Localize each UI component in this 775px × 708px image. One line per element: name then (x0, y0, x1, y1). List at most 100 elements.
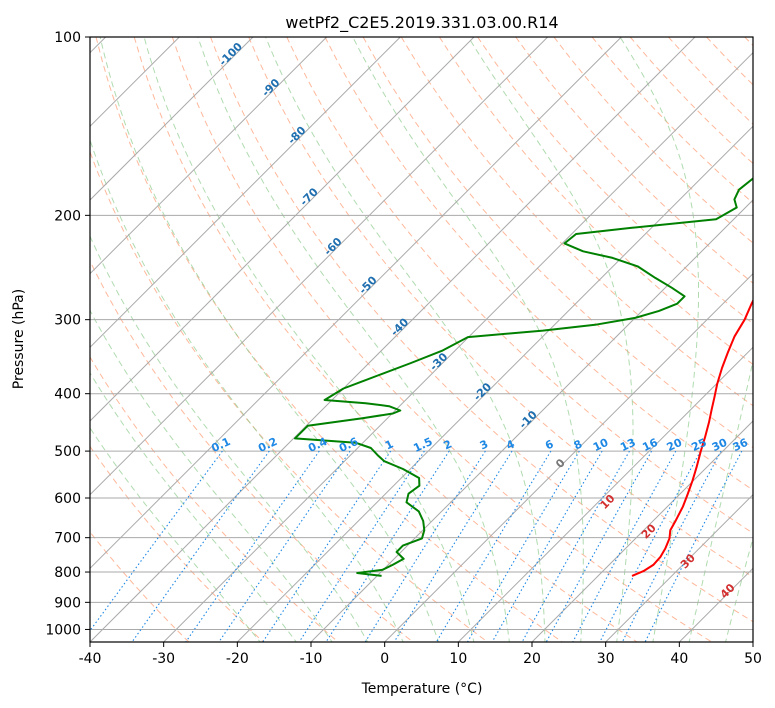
y-axis-ticks: 100 200 300 400 500 600 700 800 900 1000 (45, 30, 90, 638)
mixing-ratio-line (521, 450, 630, 642)
x-tick-label: 30 (597, 651, 615, 667)
plot-area: -100-90-80-70-60-50-40-30-20-100.1 0.2 0.4… (90, 37, 753, 642)
mixing-ratio-label: 3 (478, 437, 490, 452)
isotherm-line (457, 346, 753, 642)
isotherm-line (90, 37, 475, 422)
mixing-ratio-label: 0.1 (209, 435, 232, 455)
y-tick-label: 700 (54, 531, 81, 547)
isotherm-line (236, 125, 753, 642)
dry-adiabat-line (248, 37, 753, 578)
mixing-ratio-label: 30 (710, 436, 730, 454)
dry-adiabat-line (668, 37, 753, 125)
moist-adiabat-label: 20 (639, 521, 659, 541)
isotherm-line (384, 272, 753, 642)
isotherm-line (90, 37, 401, 349)
mixing-ratio-line (621, 450, 722, 642)
mixing-ratio-label: 13 (618, 436, 637, 454)
dry-adiabat-line (90, 150, 489, 642)
isotherm-line (90, 37, 622, 570)
moist-adiabat-line (99, 37, 440, 642)
mixing-ratio-line (644, 450, 743, 642)
x-tick-label: 20 (523, 651, 541, 667)
isotherm-line (90, 37, 254, 201)
x-tick-label: 0 (380, 651, 389, 667)
dry-adiabat-line (90, 445, 265, 642)
temperature-line (631, 298, 753, 577)
dry-adiabat-line (90, 531, 190, 642)
mixing-ratio-label: 10 (591, 436, 611, 454)
mixing-ratio-line (364, 450, 486, 642)
dry-adiabat-line (133, 37, 638, 642)
dewpoint-line (294, 177, 753, 577)
moist-adiabat-label: 0 (553, 456, 568, 471)
dry-adiabat-line (477, 37, 753, 325)
plot-frame (89, 36, 754, 643)
skewed-isotherm-grid (90, 37, 753, 642)
mixing-ratio-label: 20 (665, 436, 685, 454)
mixing-ratio-label: 6 (543, 437, 556, 452)
mixing-ratio-line (298, 450, 425, 642)
isotherm-line (605, 493, 753, 642)
moist-adiabat-line (90, 427, 261, 642)
isotherm-label: -70 (298, 185, 321, 208)
y-tick-label: 600 (54, 491, 81, 507)
dry-adiabat-line (324, 37, 753, 491)
moist-adiabat-line (352, 37, 584, 642)
mixing-ratio-label: 0.6 (337, 435, 360, 455)
x-tick-label: 10 (449, 651, 467, 667)
dry-adiabat-line (362, 37, 753, 449)
isotherm-label: -60 (321, 235, 344, 258)
dry-adiabat-line (171, 37, 713, 642)
mixing-ratio-lines (90, 450, 743, 642)
isotherm-line (752, 641, 753, 642)
y-tick-label: 200 (54, 208, 81, 224)
mixing-ratio-label: 1.5 (411, 435, 434, 455)
isotherm-label: -20 (471, 380, 494, 403)
isotherm-line (678, 567, 753, 642)
isotherm-line (90, 37, 549, 496)
isotherm-label: -30 (427, 350, 450, 373)
dry-adiabat-line (90, 259, 414, 642)
y-tick-label: 400 (54, 387, 81, 403)
mixing-ratio-line (131, 450, 270, 642)
isotherm-label: -40 (388, 315, 411, 338)
isotherm-line (90, 37, 696, 642)
x-tick-label: 40 (670, 651, 688, 667)
isotherm-line (163, 51, 753, 642)
line-labels: -100-90-80-70-60-50-40-30-20-100.1 0.2 0.4… (209, 40, 750, 601)
isotherm-label: -50 (356, 273, 379, 296)
isotherm-label: -100 (216, 40, 245, 69)
isobar-grid (90, 37, 753, 630)
x-tick-label: -10 (300, 651, 323, 667)
y-tick-label: 300 (54, 313, 81, 329)
y-axis-title: Pressure (hPa) (11, 289, 27, 389)
moist-adiabat-line (90, 371, 297, 642)
y-tick-label: 900 (54, 595, 81, 611)
mixing-ratio-line (90, 450, 223, 632)
x-tick-label: 50 (744, 651, 762, 667)
moist-adiabat-label: 40 (718, 581, 738, 601)
sounding-series (294, 177, 753, 577)
mixing-ratio-line (262, 450, 392, 642)
moist-adiabat-label: 10 (598, 492, 618, 512)
dry-adiabat-line (438, 37, 753, 366)
dry-adiabat-line (400, 37, 753, 407)
mixing-ratio-label: 0.4 (306, 435, 329, 455)
mixing-ratio-label: 2 (442, 437, 454, 452)
isotherm-label: -90 (259, 76, 282, 99)
y-tick-label: 100 (54, 30, 81, 46)
mixing-ratio-label: 36 (731, 436, 751, 454)
y-tick-label: 500 (54, 444, 81, 460)
mixing-ratio-line (325, 450, 450, 642)
dry-adiabat-line (210, 37, 753, 623)
isotherm-line (531, 420, 753, 642)
background-curves (90, 37, 753, 642)
moist-adiabat-line (90, 138, 404, 642)
moist-adiabat-line (90, 309, 333, 642)
dry-adiabat-line (95, 37, 564, 642)
moist-adiabat-line (90, 235, 369, 642)
mixing-ratio-label: 25 (689, 436, 708, 454)
isotherm-line (90, 37, 328, 275)
chart-title: wetPf2_C2E5.2019.331.03.00.R14 (285, 13, 558, 33)
